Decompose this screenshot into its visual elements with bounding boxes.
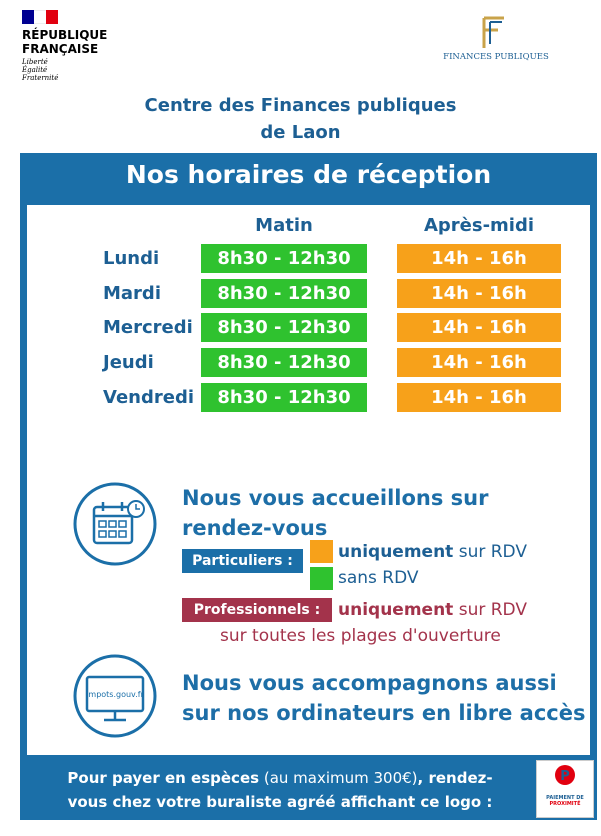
professionnels-line: sur toutes les plages d'ouverture [220,626,501,646]
rdv-heading: Nous vous accueillons sur rendez-vous [182,483,489,543]
logo-mark: P [555,765,575,785]
footer-line: Pour payer en espèces (au maximum 300€),… [40,766,520,790]
republique: RÉPUBLIQUE FRANÇAISE [22,28,107,56]
logo-line: PROXIMITÉ [549,801,581,807]
title-line: de Laon [260,122,341,143]
ordinateurs-line: sur nos ordinateurs en libre accès [182,701,586,725]
particuliers-line: sans RDV [338,568,419,588]
professionnels-label: Professionnels : [182,598,332,622]
devise-line: Égalité [22,66,48,74]
dgfip-logo [482,16,504,48]
devise-line: Liberté [22,58,48,66]
morning-hours: 8h30 - 12h30 [201,244,367,273]
day: Mercredi [103,317,193,338]
day: Jeudi [103,352,154,373]
dgfip-text: FINANCES PUBLIQUES [443,52,549,62]
schedule-title: Nos horaires de réception [125,160,492,189]
column-header: Après-midi [423,215,535,236]
orange-swatch [310,540,333,563]
title-line: Centre des Finances publiques [144,95,457,116]
afternoon-hours: 14h - 16h [397,279,561,308]
devise-line: Fraternité [22,74,59,82]
text: , rendez- [417,769,493,787]
green-swatch [310,567,333,590]
logo-text: PAIEMENT DE PROXIMITÉ [537,795,593,807]
text: Pour payer en espèces [67,769,260,787]
svg-text:P: P [560,769,570,784]
day: Lundi [103,248,160,269]
morning-hours: 8h30 - 12h30 [201,279,367,308]
afternoon-hours: 14h - 16h [397,348,561,377]
republique-line: FRANÇAISE [22,42,99,56]
devise: Liberté Égalité Fraternité [22,58,58,82]
text: sans RDV [338,568,419,588]
ordinateurs-line: Nous vous accompagnons aussi [182,671,557,695]
rdv-heading-line: Nous vous accueillons sur [182,486,489,510]
professionnels-line: uniquement sur RDV [338,600,527,620]
day: Mardi [103,283,161,304]
rdv-heading-line: rendez-vous [182,516,328,540]
day: Vendredi [103,387,194,408]
calendar-icon [73,482,157,566]
footer-text: Pour payer en espèces (au maximum 300€),… [40,766,520,814]
title: Centre des Finances publiques de Laon [0,92,601,146]
text: sur RDV [458,542,527,562]
monitor-icon: impots.gouv.fr [73,654,157,738]
logo-line: PAIEMENT DE [546,795,584,801]
morning-hours: 8h30 - 12h30 [201,348,367,377]
icon-text: impots.gouv.fr [86,690,144,699]
afternoon-hours: 14h - 16h [397,244,561,273]
text: sur RDV [458,600,527,620]
afternoon-hours: 14h - 16h [397,383,561,412]
footer-line: vous chez votre buraliste agréé affichan… [67,793,493,811]
text: (au maximum 300€) [263,769,418,787]
proximite-logo: P PAIEMENT DE PROXIMITÉ [536,760,594,818]
emphasis: uniquement [338,542,454,562]
afternoon-hours: 14h - 16h [397,313,561,342]
column-header: Matin [255,215,313,236]
emphasis: uniquement [338,600,454,620]
republique-line: RÉPUBLIQUE [22,28,108,42]
particuliers-label: Particuliers : [182,549,303,573]
text: sur toutes les plages d'ouverture [220,626,501,646]
morning-hours: 8h30 - 12h30 [201,313,367,342]
particuliers-line: uniquement sur RDV [338,542,527,562]
morning-hours: 8h30 - 12h30 [201,383,367,412]
ordinateurs-heading: Nous vous accompagnons aussi sur nos ord… [182,668,586,728]
flag [22,10,58,24]
